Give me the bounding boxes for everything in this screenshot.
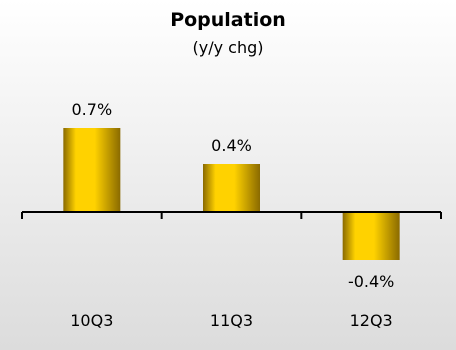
chart-title: Population [170,9,286,31]
data-label: 0.7% [72,100,113,119]
labels-layer: 0.7% 10Q3 0.4% 11Q3 -0.4% 12Q3 [70,100,394,330]
x-tick-label: 10Q3 [70,311,113,330]
bar-11q3 [203,164,260,212]
x-tick-label: 12Q3 [350,311,393,330]
data-label: -0.4% [348,272,394,291]
chart-subtitle: (y/y chg) [193,38,264,57]
bar-12q3 [342,212,400,260]
bar-10q3 [63,128,121,212]
data-label: 0.4% [211,136,252,155]
bars-layer [63,128,400,260]
x-tick-label: 11Q3 [210,311,253,330]
x-axis [21,211,442,219]
